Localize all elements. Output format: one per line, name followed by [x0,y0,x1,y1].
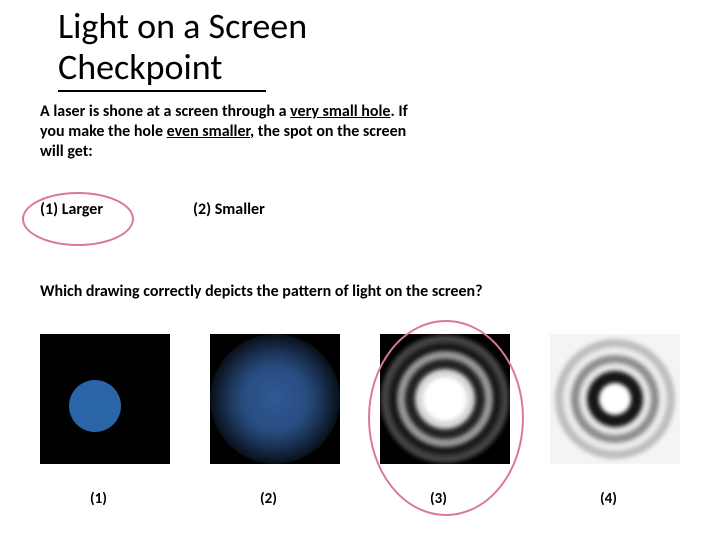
slide-title: Light on a Screen Checkpoint [58,6,307,89]
answer-circle-1 [22,192,134,246]
title-line-2: Checkpoint [58,45,222,89]
title-underline [58,90,266,92]
pattern-tile-1 [40,334,170,464]
question-2-prompt: Which drawing correctly depicts the patt… [40,282,483,301]
label-2: (2) [210,490,380,508]
prompt-text: A laser is shone at a screen through a [40,102,290,121]
prompt-underline-1: very small hole [290,102,390,121]
prompt-underline-2: even smaller [167,122,250,141]
title-line-1: Light on a Screen [58,4,307,48]
option-smaller: (2) Smaller [193,200,265,219]
pattern-tile-2 [210,334,340,464]
question-1-prompt: A laser is shone at a screen through a v… [40,102,410,162]
label-4: (4) [550,490,720,508]
pattern-labels: (1) (2) (3) (4) [40,490,720,508]
answer-circle-2 [368,320,524,516]
pattern-gallery [40,334,680,464]
label-1: (1) [40,490,210,508]
pattern-tile-4 [550,334,680,464]
